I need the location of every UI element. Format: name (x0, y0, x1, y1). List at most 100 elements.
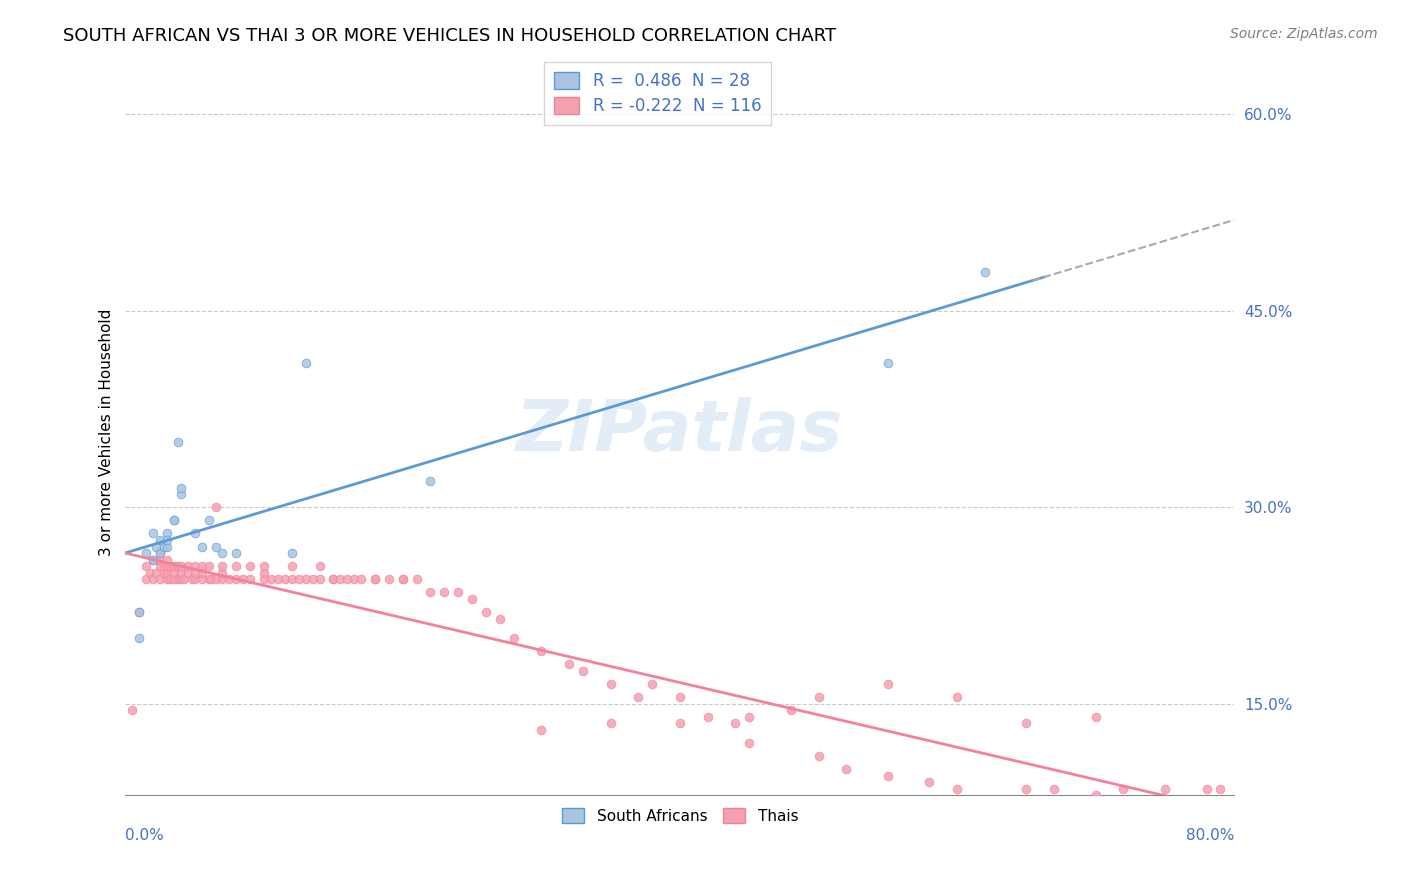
Point (156, 559, 179, 574)
Point (1154, 781, 1177, 796)
Point (641, 677, 664, 691)
Point (170, 487, 193, 501)
Point (142, 572, 165, 586)
Text: 80.0%: 80.0% (1187, 828, 1234, 843)
Point (308, 559, 330, 574)
Point (274, 572, 297, 586)
Point (135, 572, 157, 586)
Point (135, 559, 157, 574)
Point (1043, 781, 1066, 796)
Point (281, 559, 304, 574)
Point (128, 605, 150, 619)
Point (281, 546, 304, 560)
Point (142, 552, 165, 566)
Point (973, 264, 995, 278)
Point (149, 533, 172, 547)
Point (145, 540, 167, 554)
Point (946, 690, 969, 705)
Point (159, 559, 181, 574)
Point (200, 572, 222, 586)
Point (669, 690, 692, 705)
Point (170, 481, 193, 495)
Point (599, 716, 621, 731)
Text: ZIPatlas: ZIPatlas (516, 398, 844, 467)
Point (163, 572, 186, 586)
Point (197, 559, 219, 574)
Point (139, 566, 162, 580)
Point (128, 605, 150, 619)
Point (184, 559, 207, 574)
Point (738, 710, 761, 724)
Text: Source: ZipAtlas.com: Source: ZipAtlas.com (1230, 27, 1378, 41)
Point (121, 703, 143, 717)
Point (232, 572, 254, 586)
Point (163, 513, 186, 527)
Point (1209, 781, 1232, 796)
Point (153, 559, 176, 574)
Point (558, 657, 581, 672)
Point (163, 513, 186, 527)
Point (190, 559, 212, 574)
Point (225, 559, 247, 574)
Point (267, 572, 290, 586)
Point (149, 559, 172, 574)
Point (253, 566, 276, 580)
Point (190, 572, 212, 586)
Point (835, 762, 858, 776)
Point (779, 703, 801, 717)
Point (184, 572, 207, 586)
Point (1195, 781, 1218, 796)
Y-axis label: 3 or more Vehicles in Household: 3 or more Vehicles in Household (100, 309, 114, 556)
Point (167, 434, 190, 449)
Text: SOUTH AFRICAN VS THAI 3 OR MORE VEHICLES IN HOUSEHOLD CORRELATION CHART: SOUTH AFRICAN VS THAI 3 OR MORE VEHICLES… (63, 27, 837, 45)
Point (190, 540, 212, 554)
Point (156, 552, 179, 566)
Point (156, 533, 179, 547)
Point (294, 356, 316, 370)
Point (153, 540, 176, 554)
Point (391, 572, 413, 586)
Point (156, 526, 179, 541)
Point (204, 540, 226, 554)
Point (336, 572, 359, 586)
Point (281, 572, 304, 586)
Point (184, 566, 207, 580)
Point (1015, 781, 1038, 796)
Point (738, 736, 761, 750)
Point (696, 710, 718, 724)
Point (197, 572, 219, 586)
Point (177, 559, 200, 574)
Point (163, 559, 186, 574)
Point (197, 513, 219, 527)
Point (807, 749, 830, 764)
Point (433, 585, 456, 599)
Point (599, 677, 621, 691)
Point (149, 546, 172, 560)
Point (301, 572, 323, 586)
Point (253, 572, 276, 586)
Point (153, 566, 176, 580)
Point (350, 572, 373, 586)
Point (946, 781, 969, 796)
Point (322, 572, 344, 586)
Point (156, 572, 179, 586)
Point (378, 572, 401, 586)
Point (211, 566, 233, 580)
Point (204, 500, 226, 515)
Point (211, 572, 233, 586)
Point (170, 572, 193, 586)
Point (156, 566, 179, 580)
Point (287, 572, 309, 586)
Point (167, 572, 190, 586)
Point (159, 572, 181, 586)
Point (218, 572, 240, 586)
Point (364, 572, 387, 586)
Point (177, 566, 200, 580)
Point (204, 572, 226, 586)
Point (461, 591, 484, 606)
Point (918, 775, 941, 789)
Point (627, 690, 650, 705)
Point (322, 572, 344, 586)
Point (502, 631, 524, 645)
Point (142, 552, 165, 566)
